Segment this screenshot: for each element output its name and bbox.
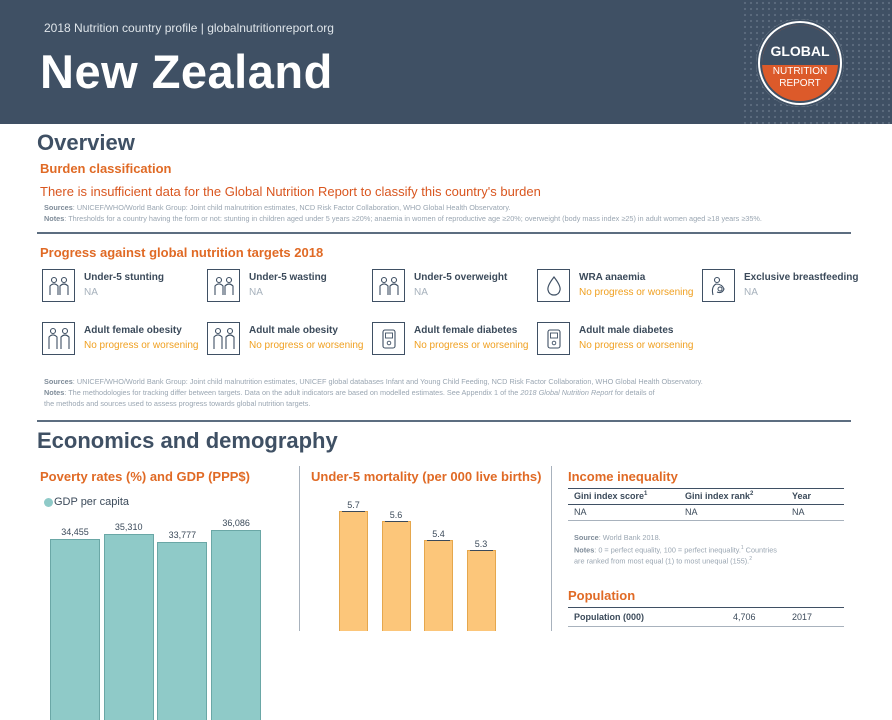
legend-swatch xyxy=(44,498,53,507)
target-name: Adult female obesity xyxy=(84,325,182,336)
target-status: No progress or worsening xyxy=(414,340,529,351)
logo-line-3: REPORT xyxy=(779,78,821,89)
target-status: No progress or worsening xyxy=(249,340,364,351)
gdp-bar-label: 33,777 xyxy=(168,530,197,541)
target-name: Exclusive breastfeeding xyxy=(744,272,859,283)
gdp-bar xyxy=(211,530,262,720)
mortality-bar-marker xyxy=(384,520,408,522)
table-bottom-rule xyxy=(568,520,844,521)
economics-title: Economics and demography xyxy=(37,428,338,453)
table-top-rule xyxy=(568,488,844,489)
target-name: WRA anaemia xyxy=(579,272,646,283)
overview-sources: Sources: UNICEF/WHO/World Bank Group: Jo… xyxy=(44,203,511,212)
gdp-bar xyxy=(103,534,154,720)
children-icon xyxy=(372,269,405,302)
mortality-bar-label: 5.4 xyxy=(432,528,445,539)
population-value: 4,706 xyxy=(733,612,756,622)
column-divider xyxy=(299,466,300,631)
header-banner: 2018 Nutrition country profile | globaln… xyxy=(0,0,892,124)
population-bottom-rule xyxy=(568,626,844,627)
header-subtitle: 2018 Nutrition country profile | globaln… xyxy=(44,21,334,35)
target-status: No progress or worsening xyxy=(579,287,694,298)
gdp-bar-label: 36,086 xyxy=(222,518,250,528)
population-heading: Population xyxy=(568,588,636,603)
mortality-bar-label: 5.6 xyxy=(389,509,403,520)
gini-rank-header: Gini index rank2 xyxy=(685,491,754,501)
population-year: 2017 xyxy=(792,612,813,622)
population-label: Population (000) xyxy=(574,612,645,622)
target-name: Adult male obesity xyxy=(249,325,338,336)
year-header: Year xyxy=(792,491,812,501)
gdp-bar-label: 34,455 xyxy=(61,526,89,537)
adults-icon xyxy=(42,322,75,355)
mortality-bar-marker xyxy=(427,539,450,541)
target-status: NA xyxy=(414,287,428,298)
burden-text: There is insufficient data for the Globa… xyxy=(40,184,541,199)
population-top-rule xyxy=(568,607,844,608)
burden-heading: Burden classification xyxy=(40,161,172,176)
legend-label: GDP per capita xyxy=(54,496,130,508)
adults-icon xyxy=(207,322,240,355)
poverty-heading: Poverty rates (%) and GDP (PPP$) xyxy=(40,469,250,484)
divider xyxy=(37,420,851,422)
mortality-bar-marker xyxy=(469,549,493,551)
column-divider xyxy=(551,466,552,631)
logo-line-1: GLOBAL xyxy=(770,43,830,59)
target-status: NA xyxy=(84,287,98,298)
income-notes-cont: are ranked from most equal (1) to most u… xyxy=(574,556,752,566)
target-status: NA xyxy=(249,287,263,298)
gini-score-header: Gini index score1 xyxy=(574,491,648,501)
mortality-bar xyxy=(466,549,496,631)
target-name: Adult female diabetes xyxy=(414,325,518,336)
target-status: No progress or worsening xyxy=(579,340,694,351)
target-status: No progress or worsening xyxy=(84,340,199,351)
gdp-bar xyxy=(50,538,100,720)
target-status: NA xyxy=(744,287,758,298)
target-name: Under-5 stunting xyxy=(84,272,164,283)
mortality-bar xyxy=(424,539,453,631)
children-icon xyxy=(42,269,75,302)
income-source: Source: World Bank 2018. xyxy=(574,533,661,542)
target-name: Adult male diabetes xyxy=(579,325,674,336)
income-notes: Notes: 0 = perfect equality, 100 = perfe… xyxy=(574,545,777,555)
divider xyxy=(37,232,851,234)
target-name: Under-5 wasting xyxy=(249,272,327,283)
gini-score-value: NA xyxy=(574,507,587,517)
gini-rank-value: NA xyxy=(685,507,698,517)
progress-sources: Sources: UNICEF/WHO/World Bank Group: Jo… xyxy=(44,377,703,386)
glucose-meter-icon xyxy=(372,322,405,355)
year-value: NA xyxy=(792,507,805,517)
glucose-meter-icon xyxy=(537,322,570,355)
progress-notes: Notes: The methodologies for tracking di… xyxy=(44,388,655,397)
mortality-heading: Under-5 mortality (per 000 live births) xyxy=(311,469,542,484)
breastfeeding-icon xyxy=(702,269,735,302)
income-heading: Income inequality xyxy=(568,469,678,484)
country-title: New Zealand xyxy=(40,45,333,98)
mortality-bar-label: 5.7 xyxy=(347,500,360,510)
mortality-bar xyxy=(381,520,411,631)
children-icon xyxy=(207,269,240,302)
logo-line-2: NUTRITION xyxy=(772,66,828,77)
progress-notes-cont: the methods and sources used to assess p… xyxy=(44,399,311,408)
mortality-bar-label: 5.3 xyxy=(474,538,488,549)
table-header-rule xyxy=(568,504,844,505)
overview-notes: Notes: Thresholds for a country having t… xyxy=(44,214,762,223)
gdp-bar xyxy=(157,542,208,720)
mortality-bar-marker xyxy=(342,511,365,512)
overview-title: Overview xyxy=(37,130,135,155)
progress-heading: Progress against global nutrition target… xyxy=(40,245,324,260)
mortality-bar xyxy=(339,511,368,631)
target-name: Under-5 overweight xyxy=(414,272,508,283)
blood-drop-icon xyxy=(537,269,570,302)
global-nutrition-report-logo[interactable]: GLOBAL NUTRITION REPORT xyxy=(756,19,844,107)
gdp-bar-label: 35,310 xyxy=(114,522,143,533)
